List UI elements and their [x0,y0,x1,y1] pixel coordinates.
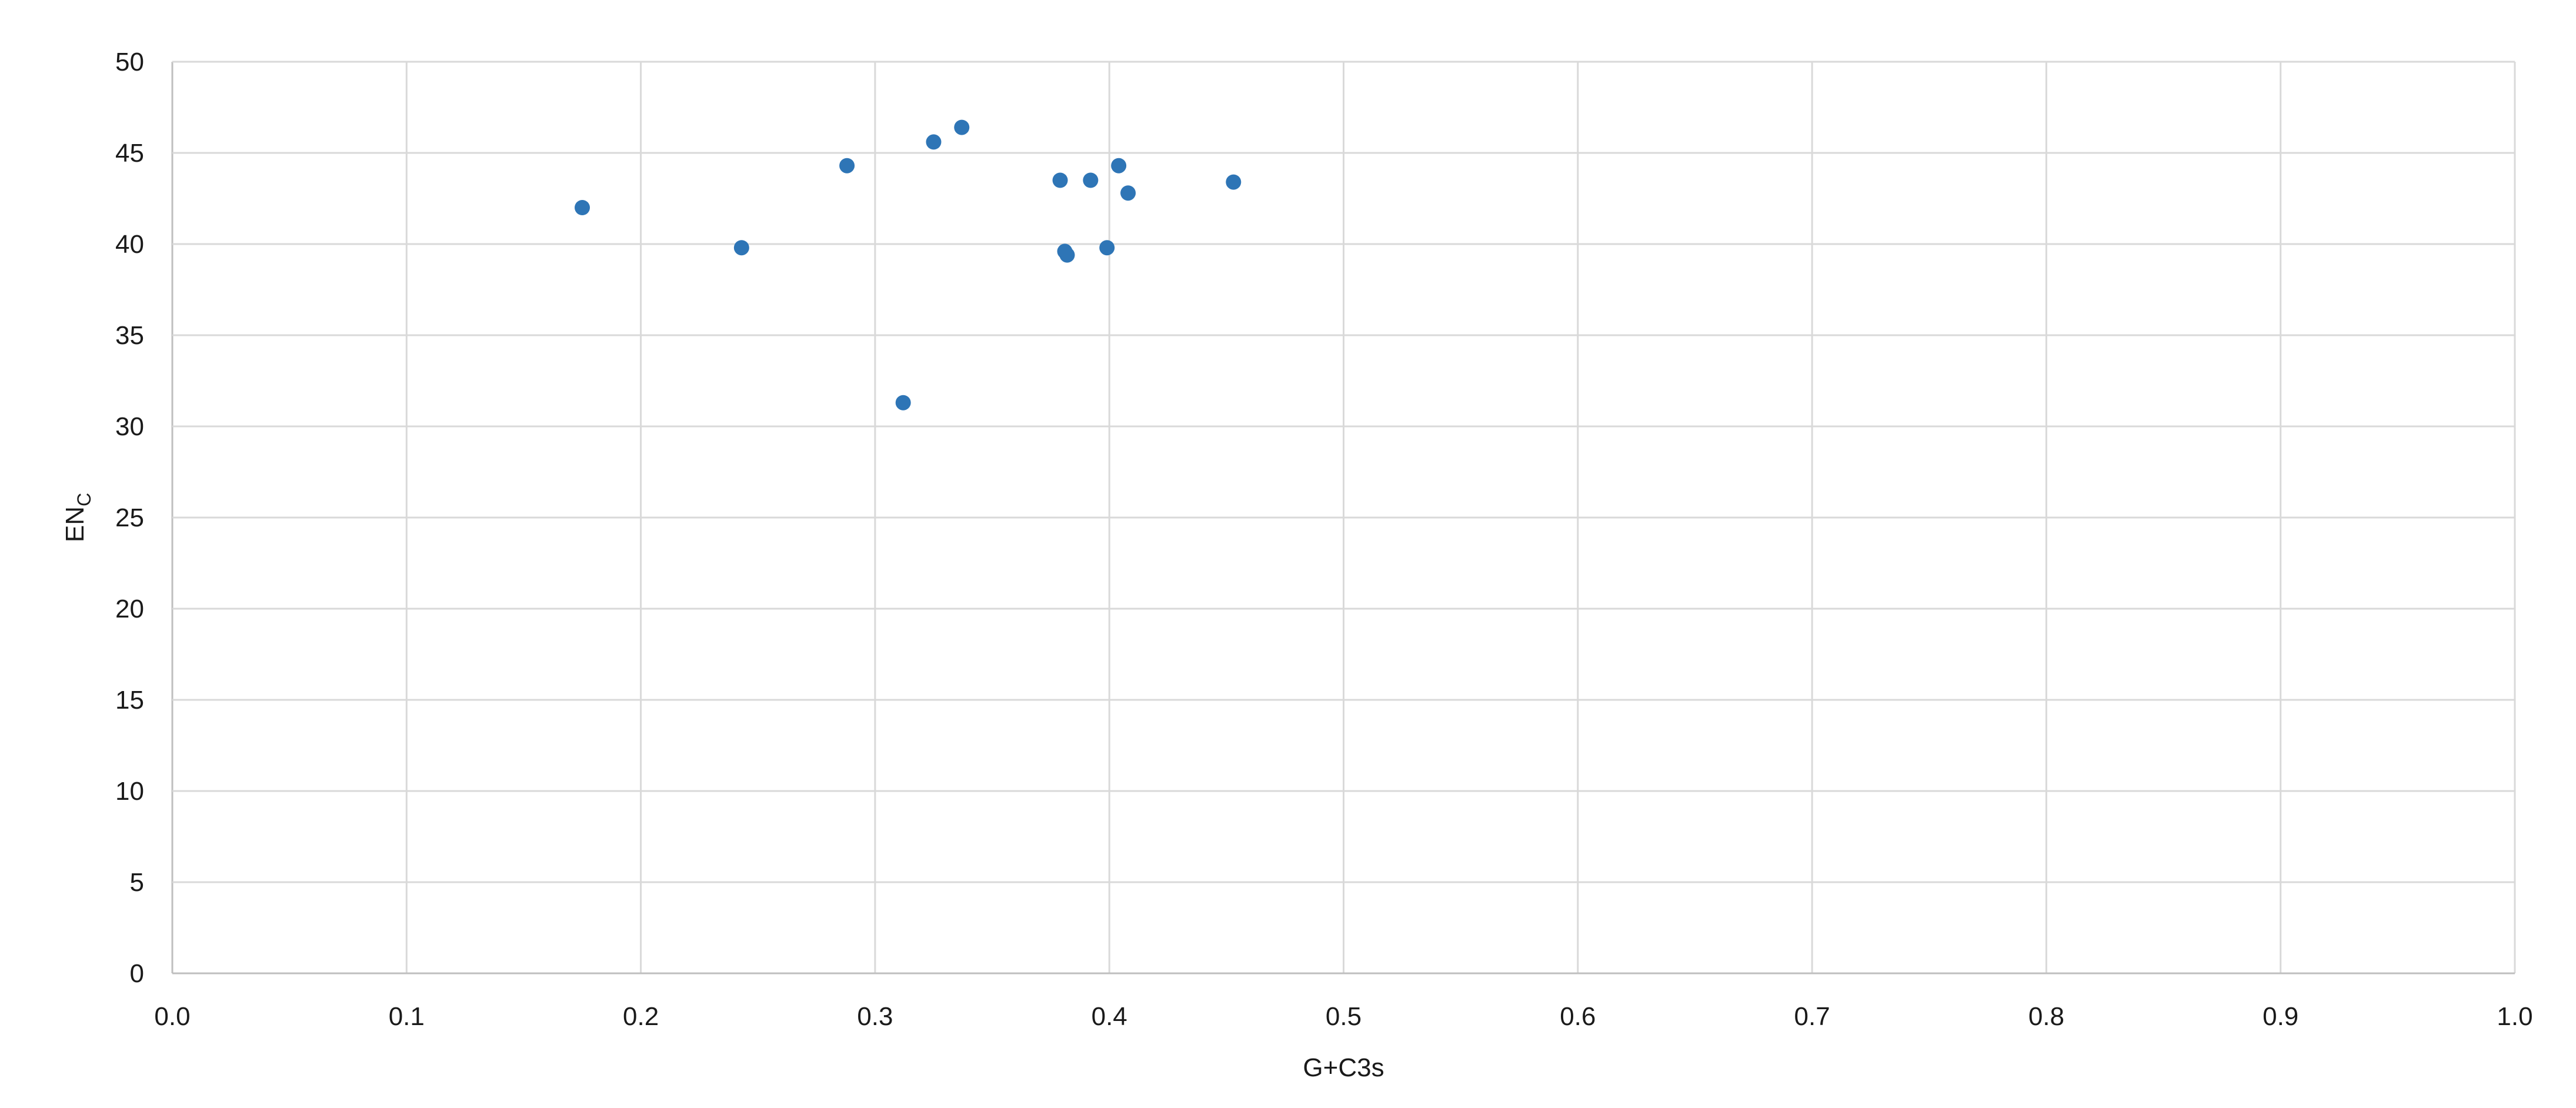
y-tick-label: 10 [115,777,144,806]
y-tick-label: 40 [115,230,144,259]
y-tick-label: 35 [115,321,144,350]
data-point [1083,172,1099,188]
x-tick-label: 0.0 [154,1002,190,1031]
y-tick-label: 30 [115,412,144,441]
data-point [1052,172,1068,188]
data-point [733,240,749,256]
y-axis-title-subscript: C [74,493,95,506]
y-tick-label: 25 [115,503,144,532]
gridlines [171,61,2516,974]
y-tick-label: 15 [115,686,144,715]
x-tick-label: 0.8 [2028,1002,2064,1031]
data-point [1226,174,1242,190]
y-tick-label: 50 [115,48,144,76]
x-tick-labels: 0.0 0.1 0.2 0.3 0.4 0.5 0.6 0.7 0.8 0.9 1.0 [154,1002,2532,1031]
data-point [954,119,970,135]
data-point [839,158,855,173]
data-point [1111,158,1127,173]
x-tick-label: 0.9 [2263,1002,2298,1031]
y-axis-title-main: EN [61,506,89,542]
y-tick-label: 45 [115,139,144,168]
data-point [895,395,911,411]
x-tick-label: 0.1 [389,1002,425,1031]
y-tick-labels: 0 5 10 15 20 25 30 35 40 45 50 [115,48,144,988]
data-point [575,200,590,215]
data-point [926,134,942,150]
x-tick-label: 0.5 [1326,1002,1362,1031]
data-point [1059,247,1075,263]
data-point [1099,240,1115,256]
y-tick-label: 20 [115,595,144,623]
x-tick-label: 0.6 [1560,1002,1596,1031]
x-tick-label: 0.7 [1794,1002,1830,1031]
y-tick-label: 5 [130,868,144,897]
x-tick-label: 0.4 [1092,1002,1127,1031]
x-axis-title: G+C3s [1303,1053,1384,1082]
data-points [575,119,1242,411]
x-tick-label: 1.0 [2497,1002,2532,1031]
x-tick-label: 0.2 [623,1002,659,1031]
y-tick-label: 0 [130,959,144,988]
data-point [1120,185,1136,201]
y-axis-title: ENC [61,493,95,542]
x-tick-label: 0.3 [857,1002,893,1031]
